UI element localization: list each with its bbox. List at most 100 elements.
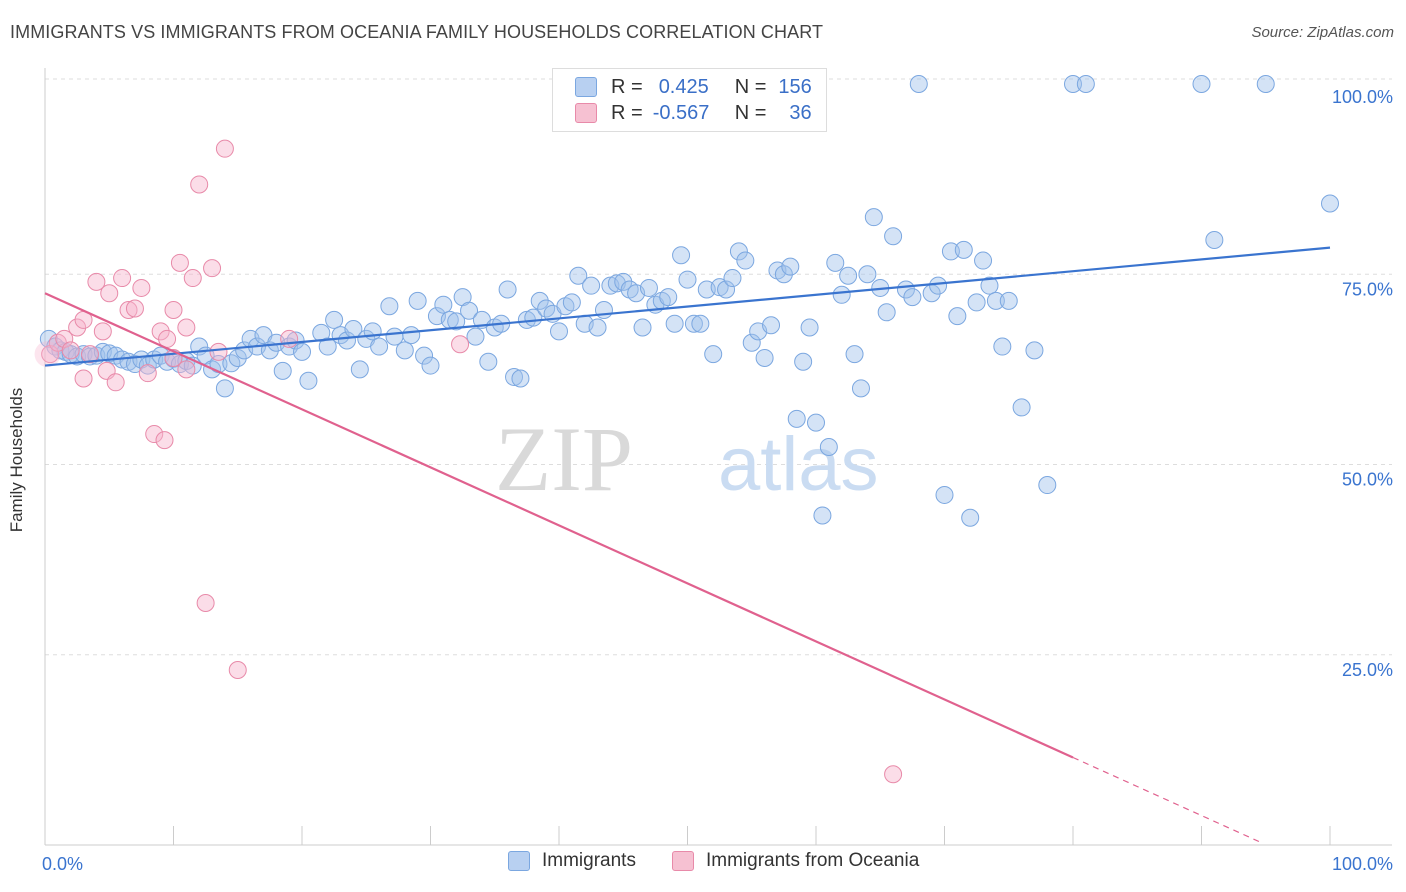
point-immigrants — [415, 346, 434, 365]
point-immigrants — [569, 266, 588, 285]
point-immigrants — [909, 75, 928, 93]
point-immigrants — [395, 341, 414, 360]
point-immigrants — [678, 270, 697, 289]
point-immigrants — [633, 318, 652, 337]
point-immigrants — [380, 297, 399, 316]
point-oceania — [80, 345, 99, 364]
point-oceania — [170, 253, 189, 272]
point-immigrants — [325, 310, 344, 329]
grid-lines — [45, 78, 1392, 656]
point-oceania — [155, 431, 174, 450]
point-immigrants — [215, 379, 234, 398]
point-immigrants — [363, 322, 382, 341]
point-immigrants — [562, 293, 581, 312]
point-immigrants — [1038, 476, 1057, 495]
trend-line-oceania — [44, 292, 1074, 759]
point-oceania — [100, 284, 119, 303]
axes — [44, 68, 1392, 846]
point-oceania — [119, 301, 138, 320]
point-immigrants — [350, 360, 369, 379]
point-immigrants — [813, 506, 832, 525]
point-immigrants — [318, 337, 337, 356]
point-immigrants — [370, 337, 389, 356]
point-immigrants — [807, 413, 825, 432]
legend-n-value: 36 — [789, 101, 812, 124]
bottom-legend-label: Immigrants — [542, 850, 636, 871]
point-immigrants — [832, 285, 851, 304]
point-immigrants — [794, 352, 813, 371]
chart-title: IMMIGRANTS VS IMMIGRANTS FROM OCEANIA FA… — [10, 22, 824, 42]
point-immigrants — [447, 312, 466, 331]
trend-lines — [44, 246, 1331, 843]
point-immigrants — [1321, 194, 1339, 213]
point-immigrants — [39, 329, 58, 348]
point-immigrants — [800, 318, 819, 337]
point-immigrants — [826, 253, 845, 272]
bottom-legend-label: Immigrants from Oceania — [706, 850, 920, 871]
x-tick-label: 100.0% — [1332, 854, 1393, 874]
point-immigrants — [273, 361, 292, 380]
point-immigrants — [1076, 75, 1095, 93]
y-tick-label: 50.0% — [1342, 470, 1393, 490]
point-immigrants — [511, 369, 530, 388]
point-oceania — [209, 342, 228, 361]
legend-n-label: N = — [734, 75, 767, 98]
point-oceania — [106, 373, 125, 392]
point-oceania — [190, 175, 209, 194]
point-immigrants — [299, 371, 318, 390]
point-immigrants — [941, 242, 960, 261]
point-oceania — [280, 329, 299, 348]
point-oceania — [87, 272, 106, 291]
point-immigrants — [851, 379, 870, 398]
point-immigrants — [929, 276, 948, 295]
point-immigrants — [434, 295, 453, 314]
legend-swatch-immigrants — [575, 77, 597, 97]
legend-row-immigrants: R = 0.425 N = 156 — [575, 75, 812, 99]
point-oceania — [93, 322, 112, 341]
point-immigrants — [460, 301, 479, 320]
point-immigrants — [954, 240, 973, 259]
point-immigrants — [594, 301, 613, 320]
point-immigrants — [877, 303, 896, 322]
point-immigrants — [845, 345, 864, 364]
legend-r-value: -0.567 — [652, 101, 710, 124]
correlation-legend: R = 0.425 N = 156 R = -0.567 N = 36 — [552, 68, 827, 132]
legend-r-label: R = — [611, 75, 643, 98]
trend-line-immigrants — [44, 246, 1331, 367]
point-oceania — [215, 139, 234, 158]
point-oceania — [34, 341, 61, 368]
point-immigrants — [402, 326, 421, 345]
point-oceania — [164, 301, 183, 320]
point-immigrants — [228, 348, 247, 367]
legend-n-label: N = — [734, 101, 767, 124]
point-immigrants — [588, 318, 607, 337]
point-oceania — [203, 259, 222, 278]
point-immigrants — [781, 257, 800, 276]
bottom-legend-immigrants: Immigrants — [508, 850, 636, 872]
data-points — [34, 75, 1339, 784]
point-oceania — [228, 660, 247, 679]
point-immigrants — [1064, 75, 1082, 93]
point-immigrants — [691, 314, 710, 333]
legend-r-value: 0.425 — [658, 75, 709, 98]
bottom-legend-oceania: Immigrants from Oceania — [672, 850, 919, 872]
point-immigrants — [672, 246, 691, 265]
trend-line-oceania-extension — [1072, 756, 1261, 843]
point-oceania — [177, 360, 196, 379]
legend-swatch-oceania — [575, 103, 597, 123]
point-immigrants — [582, 276, 601, 295]
legend-row-oceania: R = -0.567 N = 36 — [575, 101, 812, 125]
y-tick-label: 25.0% — [1342, 660, 1393, 680]
point-oceania — [68, 318, 87, 337]
point-immigrants — [986, 291, 1005, 310]
point-oceania — [113, 269, 132, 288]
point-immigrants — [530, 291, 549, 310]
point-immigrants — [903, 288, 922, 307]
point-immigrants — [704, 345, 723, 364]
point-immigrants — [961, 508, 980, 527]
point-immigrants — [717, 280, 736, 299]
point-immigrants — [864, 208, 883, 227]
point-oceania — [177, 318, 196, 337]
point-immigrants — [755, 348, 774, 367]
